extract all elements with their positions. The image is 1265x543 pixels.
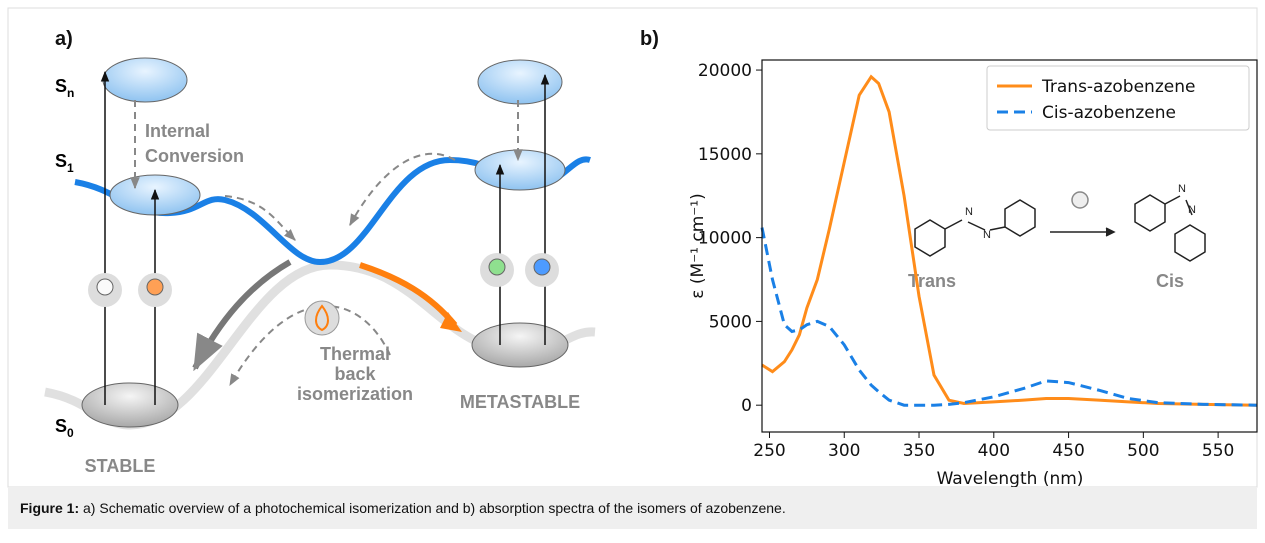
legend-label: Cis-azobenzene <box>1042 103 1176 123</box>
state-label: METASTABLE <box>460 392 580 412</box>
level-label: S1 <box>55 151 74 175</box>
annotation: Thermal <box>320 344 390 364</box>
y-tick-label: 20000 <box>698 61 752 81</box>
bowl <box>475 150 565 190</box>
series-line <box>762 228 1257 406</box>
y-tick-label: 5000 <box>709 312 752 332</box>
atom: N <box>1178 183 1186 195</box>
bowl <box>478 60 562 104</box>
dashed-arrows <box>135 100 518 385</box>
inset <box>915 192 1205 261</box>
x-tick-label: 500 <box>1127 441 1159 461</box>
atom: N <box>1188 204 1196 216</box>
level-index: 1 <box>67 161 74 175</box>
atom: N <box>965 206 973 218</box>
level-symbol: S <box>55 416 67 436</box>
level-index: n <box>67 86 74 100</box>
figure: a) Sn S1 S0 Internal C <box>0 0 1265 543</box>
bowl <box>472 323 568 367</box>
annotation: back <box>334 364 376 384</box>
x-tick-label: 450 <box>1052 441 1084 461</box>
inset-label: Cis <box>1156 271 1184 291</box>
caption-label: Figure 1: <box>20 500 79 516</box>
bowl <box>103 58 187 102</box>
x-tick-label: 550 <box>1202 441 1234 461</box>
x-axis-label: Wavelength (nm) <box>937 469 1084 489</box>
annotation: isomerization <box>297 384 413 404</box>
y-tick-label: 0 <box>741 396 752 416</box>
level-symbol: S <box>55 151 67 171</box>
x-tick-label: 400 <box>978 441 1010 461</box>
state-label: STABLE <box>85 456 156 476</box>
bowl <box>82 383 178 427</box>
annotation: Internal <box>145 121 210 141</box>
level-symbol: S <box>55 76 67 96</box>
caption-text: a) Schematic overview of a photochemical… <box>79 500 786 516</box>
caption: Figure 1: a) Schematic overview of a pho… <box>8 487 1257 529</box>
legend-label: Trans-azobenzene <box>1041 77 1195 97</box>
level-label: S0 <box>55 416 74 440</box>
page: {"panel_a": {"label": "a)", "levels": [{… <box>0 0 1265 543</box>
relaxation-arrow <box>195 262 290 368</box>
x-tick-label: 250 <box>753 441 785 461</box>
y-tick-label: 10000 <box>698 229 752 249</box>
panel-b: b) Wavelength (nm) ε (M⁻¹ cm⁻¹) N N N N … <box>640 28 1257 489</box>
panel-label: b) <box>640 28 659 50</box>
panel-label: a) <box>55 28 73 50</box>
panel-a: a) Sn S1 S0 Internal C <box>45 28 595 476</box>
level-index: 0 <box>67 426 74 440</box>
x-tick-label: 350 <box>903 441 935 461</box>
level-label: Sn <box>55 76 74 100</box>
x-tick-label: 300 <box>828 441 860 461</box>
y-tick-label: 15000 <box>698 145 752 165</box>
annotation: Conversion <box>145 146 244 166</box>
atom: N <box>983 229 991 241</box>
